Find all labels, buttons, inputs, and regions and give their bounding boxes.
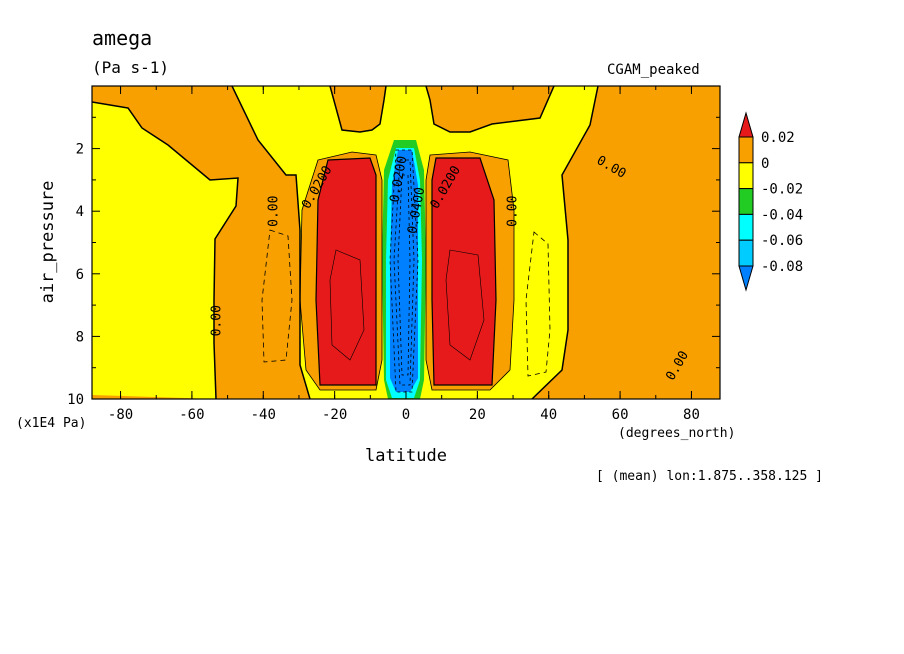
colorbar-bottom-triangle <box>738 265 754 292</box>
contour-zero-south <box>92 101 239 399</box>
y-tick-label: 2 <box>76 142 84 158</box>
y-tick-label: 4 <box>76 204 84 220</box>
colorbar-box <box>738 162 754 190</box>
contour-south-inner <box>329 249 365 361</box>
colorbar-label: -0.06 <box>761 233 803 249</box>
x-tick-label: 80 <box>683 407 700 423</box>
colorbar-label: -0.04 <box>761 207 803 223</box>
contour-fills <box>92 86 720 399</box>
chart-units: (Pa s-1) <box>92 58 170 77</box>
x-tick-label: -60 <box>179 407 204 423</box>
contour-zero-top-s <box>329 86 387 133</box>
y-tick-label: 6 <box>76 267 84 283</box>
x-axis-label: latitude <box>365 446 447 466</box>
x-tick-label: 20 <box>469 407 486 423</box>
contour-north-outer <box>425 151 515 391</box>
x-tick-label: 60 <box>612 407 629 423</box>
colorbar-label: 0.02 <box>761 130 795 146</box>
contour-label: 0.00 <box>267 196 282 227</box>
experiment-label: CGAM_peaked <box>607 62 700 78</box>
contour-north-inner <box>445 249 485 361</box>
colorbar-box <box>738 136 754 164</box>
x-units-label: (degrees_north) <box>618 426 736 441</box>
y-tick-label: 8 <box>76 329 84 345</box>
colorbar-box <box>738 239 754 267</box>
fill-south-red <box>316 158 376 385</box>
colorbar-label: -0.02 <box>761 182 803 198</box>
contour-lines <box>92 86 599 399</box>
contour-neg-south <box>261 229 293 363</box>
contour-eq-1 <box>389 149 419 393</box>
y-scale-note: (x1E4 Pa) <box>16 416 87 431</box>
mean-note: [ (mean) lon:1.875..358.125 ] <box>596 469 823 484</box>
colorbar-box <box>738 188 754 215</box>
fill-eq-blue <box>390 150 418 392</box>
x-tick-label: 0 <box>402 407 410 423</box>
chart-title: amega <box>92 26 153 50</box>
colorbar-top-triangle <box>738 111 754 138</box>
x-tick-label: -20 <box>322 407 347 423</box>
x-tick-label: -80 <box>108 407 133 423</box>
contour-eq-2 <box>393 159 415 386</box>
contour-neg-north <box>525 231 551 377</box>
contour-south-outer <box>299 151 383 391</box>
contour-zero-tropic-n <box>531 86 599 399</box>
contour-eq-3 <box>397 174 411 376</box>
x-tick-label: 40 <box>540 407 557 423</box>
fill-north-red <box>432 158 496 385</box>
contour-zero-top-n <box>425 86 555 133</box>
fill-top-orange-2 <box>426 86 554 132</box>
fill-subtropic-yellow <box>92 102 238 399</box>
colorbar-box <box>738 213 754 241</box>
contour-zero-tropic-s <box>231 86 311 399</box>
x-axis-ticks: -80 -60 -40 -20 0 20 40 60 80 <box>108 86 700 423</box>
contour-label: 0.00 <box>506 196 521 227</box>
contour-label: 0.00 <box>209 305 224 336</box>
colorbar-label: 0 <box>761 156 769 172</box>
contour-north-red <box>431 157 497 386</box>
contour-south-red <box>315 157 377 386</box>
y-tick-label: 10 <box>67 392 84 408</box>
colorbar-label: -0.08 <box>761 259 803 275</box>
fill-top-orange <box>330 86 386 132</box>
y-axis-ticks: 2 4 6 8 10 <box>67 116 720 408</box>
x-tick-label: -40 <box>251 407 276 423</box>
colorbar: 0.02 0 -0.02 -0.04 -0.06 -0.08 <box>738 111 803 292</box>
